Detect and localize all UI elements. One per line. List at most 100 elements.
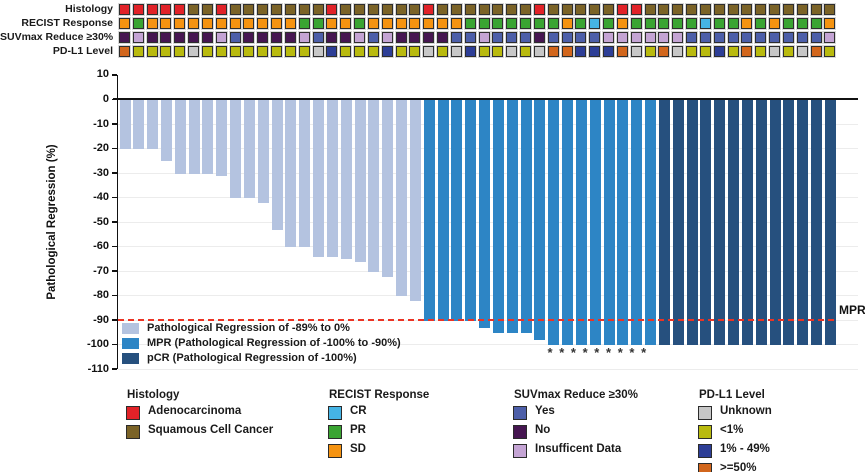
bottom-legend-label: Insufficent Data (535, 443, 622, 455)
bar (548, 100, 560, 346)
track-cell-suvmax (243, 32, 255, 43)
track-cell-histology (340, 4, 352, 15)
track-cell-recist (782, 18, 794, 29)
bar (603, 100, 615, 346)
track-cell-recist (796, 18, 808, 29)
track-cell-suvmax (298, 32, 310, 43)
y-tick-label: -90 (93, 313, 109, 326)
bar (783, 100, 795, 346)
y-tick-mark (111, 270, 117, 272)
bar (243, 100, 255, 199)
track-cell-recist (603, 18, 615, 29)
track-cell-histology (160, 4, 172, 15)
bar (340, 100, 352, 260)
track-cell-recist (423, 18, 435, 29)
track-cell-pdl1 (658, 46, 670, 57)
legend-swatch (122, 353, 139, 364)
y-tick-label: -50 (93, 215, 109, 228)
bar (479, 100, 491, 329)
track-cell-suvmax (381, 32, 393, 43)
bar (562, 100, 574, 346)
bottom-legend-label: Yes (535, 405, 555, 417)
bar (174, 100, 186, 174)
y-tick-label: 0 (102, 93, 109, 105)
track-cell-suvmax (119, 32, 130, 43)
track-cell-pdl1 (201, 46, 213, 57)
track-cell-pdl1 (271, 46, 283, 57)
track-cell-suvmax (589, 32, 601, 43)
track-cell-suvmax (132, 32, 144, 43)
bar (824, 100, 836, 346)
track-cell-recist (575, 18, 587, 29)
track-cell-suvmax (824, 32, 836, 43)
track-cell-pdl1 (146, 46, 158, 57)
bar (271, 100, 283, 230)
bar (714, 100, 726, 346)
track-cell-suvmax (229, 32, 241, 43)
grid-line (118, 344, 858, 346)
track-label-histology: Histology (65, 3, 113, 15)
bar (617, 100, 629, 346)
track-cell-histology (741, 4, 753, 15)
track-cell-pdl1 (437, 46, 449, 57)
track-cell-recist (824, 18, 836, 29)
track-cell-histology (616, 4, 628, 15)
track-cell-suvmax (492, 32, 504, 43)
track-cell-suvmax (354, 32, 366, 43)
zero-baseline (113, 97, 858, 100)
track-cell-histology (395, 4, 407, 15)
track-cell-recist (367, 18, 379, 29)
bar (202, 100, 214, 174)
track-cell-histology (271, 4, 283, 15)
track-cell-pdl1 (174, 46, 186, 57)
track-cell-histology (381, 4, 393, 15)
track-cell-recist (755, 18, 767, 29)
track-cell-recist (644, 18, 656, 29)
track-cell-suvmax (603, 32, 615, 43)
track-cell-histology (229, 4, 241, 15)
track-cell-suvmax (782, 32, 794, 43)
track-cell-recist (201, 18, 213, 29)
bar (451, 100, 463, 321)
track-cell-histology (409, 4, 421, 15)
asterisk-marker: * (641, 345, 647, 360)
track-cell-histology (450, 4, 462, 15)
track-cell-pdl1 (243, 46, 255, 57)
track-cell-pdl1 (727, 46, 739, 57)
bar (188, 100, 200, 174)
track-cell-recist (478, 18, 490, 29)
track-cell-recist (160, 18, 172, 29)
track-cell-histology (506, 4, 518, 15)
bottom-legend-label: PR (350, 424, 366, 436)
bar (147, 100, 159, 150)
track-cell-suvmax (284, 32, 296, 43)
bottom-legend-label: <1% (720, 424, 744, 436)
track-cell-histology (174, 4, 186, 15)
track-cell-histology (119, 4, 130, 15)
y-tick-mark (111, 196, 117, 199)
track-cell-suvmax (616, 32, 628, 43)
track-cell-histology (672, 4, 684, 15)
y-axis-line (116, 75, 118, 369)
bar (313, 100, 325, 257)
y-tick-mark (111, 98, 117, 101)
asterisk-marker: * (582, 345, 588, 360)
mpr-reference-line (118, 319, 837, 322)
track-cell-pdl1 (326, 46, 338, 57)
track-cell-pdl1 (561, 46, 573, 57)
track-cell-pdl1 (616, 46, 628, 57)
track-cell-pdl1 (630, 46, 642, 57)
asterisk-marker: * (559, 345, 565, 360)
track-cell-histology (188, 4, 200, 15)
track-cell-histology (312, 4, 324, 15)
track-cell-recist (119, 18, 130, 29)
bottom-legend-swatch (126, 425, 140, 439)
bottom-legend-title: RECIST Response (329, 389, 430, 401)
track-cell-recist (727, 18, 739, 29)
track-cell-pdl1 (450, 46, 462, 57)
track-cell-recist (437, 18, 449, 29)
track-cell-histology (492, 4, 504, 15)
track-cell-suvmax (713, 32, 725, 43)
track-cell-suvmax (741, 32, 753, 43)
y-tick-mark (111, 123, 117, 125)
